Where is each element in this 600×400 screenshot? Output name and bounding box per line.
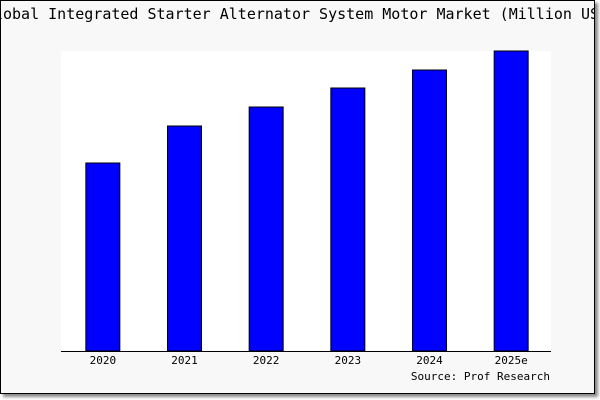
chart-frame: Global Integrated Starter Alternator Sys…	[0, 0, 595, 394]
bar-2024	[412, 69, 447, 352]
bar-chart: 2020 2021 2022 2023 2024 2025e Source: Prof R…	[61, 50, 551, 383]
x-tick-label: 2021	[171, 354, 198, 367]
x-tick-label: 2025e	[495, 354, 528, 367]
plot-area	[61, 51, 551, 351]
x-tick-label: 2020	[90, 354, 117, 367]
bar-2023	[330, 87, 366, 352]
x-tick-label: 2023	[335, 354, 362, 367]
bar-2020	[85, 162, 121, 352]
chart-title: Global Integrated Starter Alternator Sys…	[0, 5, 595, 23]
x-tick-label: 2022	[253, 354, 280, 367]
bar-2022	[248, 106, 284, 352]
x-tick-label: 2024	[416, 354, 443, 367]
source-label: Source: Prof Research	[411, 370, 550, 383]
bar-2021	[167, 125, 202, 352]
bar-2025e	[493, 50, 529, 352]
